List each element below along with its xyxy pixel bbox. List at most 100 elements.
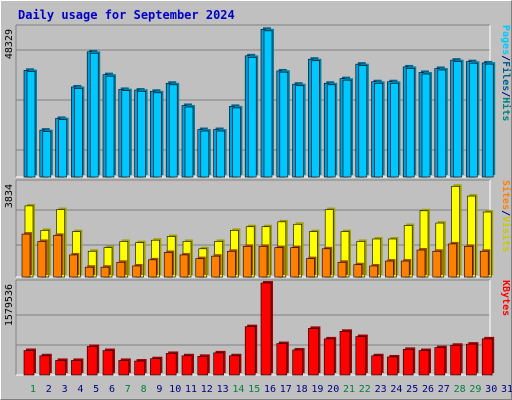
sites-bar bbox=[242, 246, 252, 278]
kbytes-bar bbox=[102, 350, 114, 376]
files-bar bbox=[279, 71, 289, 178]
files-bar bbox=[121, 90, 131, 178]
x-tick-label: 2 bbox=[46, 384, 52, 395]
chart-title: Daily usage for September 2024 bbox=[18, 8, 235, 22]
kbytes-bar bbox=[197, 356, 209, 376]
kbytes-bar bbox=[23, 350, 35, 376]
x-tick-label: 1 bbox=[30, 384, 36, 395]
kbytes-bar bbox=[165, 353, 177, 376]
sites-bar bbox=[337, 261, 347, 278]
kbytes-bar bbox=[402, 349, 414, 376]
kbytes-bar bbox=[418, 350, 430, 376]
kbytes-bar bbox=[260, 282, 272, 376]
x-tick-label: 15 bbox=[248, 384, 260, 395]
x-tick-label: 13 bbox=[217, 384, 229, 395]
files-bar bbox=[421, 73, 431, 178]
x-tick-label: 31 bbox=[501, 384, 512, 395]
x-tick-label: 28 bbox=[454, 384, 466, 395]
kbytes-bar bbox=[213, 352, 224, 376]
hits-legend-entry: Hits bbox=[500, 97, 512, 121]
sites-bar bbox=[400, 260, 410, 278]
sites-bar bbox=[69, 254, 78, 278]
sites-bar bbox=[385, 260, 394, 278]
kbytes-bar bbox=[244, 326, 256, 376]
sites-bar bbox=[369, 265, 378, 278]
files-bar bbox=[137, 90, 146, 178]
sites-bar bbox=[432, 250, 442, 278]
kbytes-bar bbox=[481, 338, 493, 376]
x-tick-label: 29 bbox=[469, 384, 481, 395]
files-bar bbox=[216, 130, 225, 178]
x-tick-label: 24 bbox=[390, 384, 402, 395]
sites-bar bbox=[290, 247, 299, 278]
files-bar bbox=[358, 65, 368, 178]
sites-bar bbox=[132, 265, 141, 278]
sites-bar bbox=[353, 264, 363, 278]
x-tick-label: 11 bbox=[185, 384, 197, 395]
x-tick-label: 18 bbox=[296, 384, 308, 395]
x-tick-label: 27 bbox=[438, 384, 450, 395]
files-bar bbox=[453, 61, 462, 178]
sites-bar bbox=[274, 247, 284, 278]
visits-y-max-label: 3834 bbox=[4, 184, 15, 208]
kbytes-bar bbox=[71, 360, 82, 376]
files-bar bbox=[326, 84, 336, 178]
visits-legend: Sites/Visits bbox=[500, 180, 512, 252]
hits-legend-entry: Files bbox=[500, 61, 512, 91]
sites-bar bbox=[37, 241, 47, 278]
files-bar bbox=[437, 69, 447, 178]
x-tick-label: 4 bbox=[77, 384, 83, 395]
x-tick-label: 6 bbox=[109, 384, 115, 395]
files-bar bbox=[105, 75, 115, 178]
files-bar bbox=[295, 85, 304, 178]
x-tick-label: 14 bbox=[232, 384, 244, 395]
x-tick-label: 22 bbox=[359, 384, 371, 395]
x-tick-label: 25 bbox=[406, 384, 418, 395]
x-tick-label: 16 bbox=[264, 384, 276, 395]
kbytes-bar bbox=[450, 344, 461, 376]
kbytes-bar bbox=[181, 355, 193, 376]
kbytes-bar bbox=[355, 336, 367, 376]
kbytes-legend: KBytes bbox=[500, 280, 511, 316]
files-bar bbox=[153, 92, 162, 178]
x-tick-label: 20 bbox=[327, 384, 339, 395]
files-bar bbox=[374, 82, 383, 178]
sites-bar bbox=[227, 250, 236, 278]
kbytes-bar bbox=[134, 360, 145, 376]
files-bar bbox=[232, 107, 241, 178]
x-tick-label: 30 bbox=[485, 384, 497, 395]
kbytes-legend-entry: KBytes bbox=[500, 280, 511, 316]
files-bar bbox=[405, 68, 415, 178]
x-tick-label: 9 bbox=[156, 384, 162, 395]
x-tick-label: 23 bbox=[375, 384, 387, 395]
x-tick-label: 21 bbox=[343, 384, 355, 395]
files-bar bbox=[342, 79, 352, 178]
files-bar bbox=[58, 119, 67, 178]
sites-bar bbox=[211, 255, 220, 278]
sites-bar bbox=[53, 235, 62, 278]
x-tick-label: 5 bbox=[93, 384, 99, 395]
kbytes-bar bbox=[339, 331, 351, 376]
files-bar bbox=[484, 63, 494, 178]
x-tick-label: 10 bbox=[169, 384, 181, 395]
files-bar bbox=[26, 71, 36, 178]
x-tick-label: 8 bbox=[141, 384, 147, 395]
x-tick-label: 26 bbox=[422, 384, 434, 395]
files-bar bbox=[469, 62, 478, 178]
hits-legend: Pages/Files/Hits bbox=[500, 25, 512, 121]
visits-legend-entry: Sites bbox=[500, 180, 512, 210]
kbytes-bar bbox=[466, 343, 477, 376]
files-bar bbox=[168, 84, 178, 178]
sites-bar bbox=[306, 258, 315, 278]
files-bar bbox=[42, 131, 52, 178]
sites-bar bbox=[448, 243, 457, 278]
x-tick-label: 19 bbox=[311, 384, 323, 395]
kbytes-bar bbox=[118, 360, 130, 376]
kbytes-bar bbox=[86, 346, 98, 376]
kbytes-bar bbox=[387, 356, 398, 376]
x-tick-label: 17 bbox=[280, 384, 292, 395]
x-tick-label: 3 bbox=[62, 384, 68, 395]
sites-bar bbox=[84, 266, 94, 278]
kbytes-bar bbox=[229, 355, 240, 376]
